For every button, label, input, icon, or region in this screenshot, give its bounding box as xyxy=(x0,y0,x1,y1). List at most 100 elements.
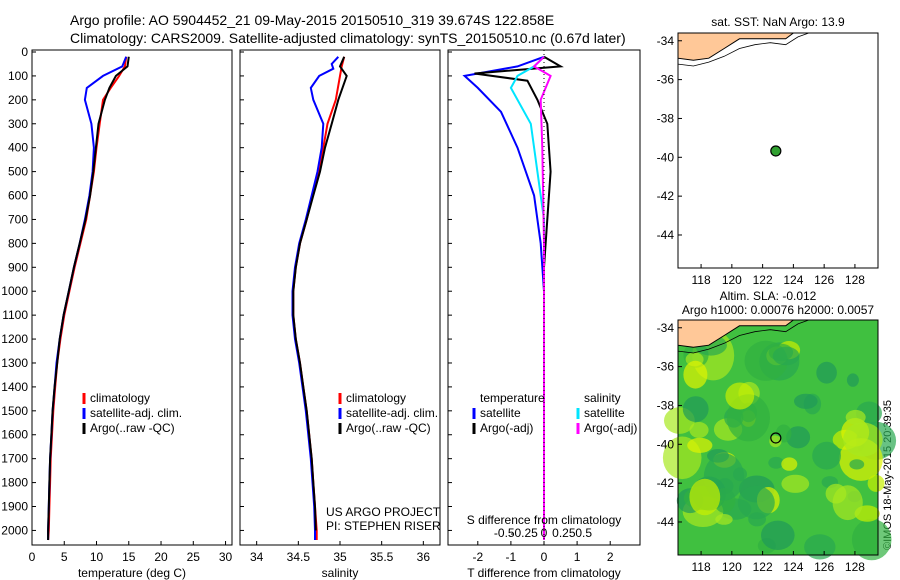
panel-2-xtick-label: 35.5 xyxy=(370,550,394,564)
panel-1-ytick-label: 700 xyxy=(8,212,28,226)
panel-1-ytick-label: 1700 xyxy=(1,452,28,466)
map-2-ytick-label: -38 xyxy=(657,398,675,412)
map-2-xtick-label: 120 xyxy=(722,560,742,574)
panel-2-legend-label: satellite-adj. clim. xyxy=(346,406,438,420)
map-2-sla-blob xyxy=(845,409,866,425)
panel-3-legend-header: temperature xyxy=(480,391,545,405)
map-2-ytick-label: -40 xyxy=(657,437,675,451)
panel-3-secondary-xtick-label: -0.5 xyxy=(494,526,515,540)
panel-2-annotation: PI: STEPHEN RISER xyxy=(326,519,441,533)
panel-1-ytick-label: 1800 xyxy=(1,476,28,490)
map-2-land xyxy=(677,319,795,348)
map-2-sla-blob xyxy=(748,512,766,527)
map-2-sla-blob xyxy=(761,520,795,550)
panel-1-xtick-label: 20 xyxy=(154,550,168,564)
panel-3-xtick-label: -1 xyxy=(506,550,517,564)
map-1-ytick-label: -38 xyxy=(657,111,675,125)
panel-2-series-line xyxy=(292,56,348,531)
map-2-shelf-contour xyxy=(677,319,809,354)
panel-1-ytick-label: 900 xyxy=(8,260,28,274)
panel-1-ytick-label: 1200 xyxy=(1,332,28,346)
map-2-sla-blob xyxy=(725,382,755,410)
map-1-xtick-label: 118 xyxy=(692,273,711,287)
map-2-argo-marker xyxy=(770,432,782,444)
panel-3-series-line xyxy=(509,56,545,540)
panel-3-xtick-label: -2 xyxy=(472,550,483,564)
panel-1-ytick-label: 1100 xyxy=(2,308,28,322)
map-2-sla-blob xyxy=(781,474,810,493)
panel-1-xtick-label: 15 xyxy=(122,550,136,564)
panel-1-xtick-label: 25 xyxy=(187,550,201,564)
panel-3-legend-label: Argo(-adj) xyxy=(584,421,637,435)
panel-2-series-line xyxy=(292,56,346,540)
panel-3-legend-label: Argo(-adj) xyxy=(480,421,533,435)
panel-3-legend-label: satellite xyxy=(584,406,625,420)
panel-3-xtick-label: 1 xyxy=(574,550,581,564)
panel-2-series-line xyxy=(291,56,340,540)
panel-1-ytick-label: 1000 xyxy=(1,284,28,298)
panel-1-ytick-label: 1400 xyxy=(1,380,28,394)
map-2-title: Altim. SLA: -0.012 xyxy=(720,289,817,303)
panel-1-ytick-label: 1500 xyxy=(1,404,28,418)
map-2-ytick-label: -42 xyxy=(657,476,675,490)
map-2-ytick-label: -34 xyxy=(657,321,675,335)
map-1-title: sat. SST: NaN Argo: 13.9 xyxy=(711,15,845,29)
panel-3-secondary-xlabel: S difference from climatology xyxy=(467,513,622,527)
map-2-frame xyxy=(677,319,879,556)
panel-1-legend-label: Argo(..raw -QC) xyxy=(90,421,175,435)
map-2-xtick-label: 126 xyxy=(814,560,834,574)
map-1-xtick-label: 124 xyxy=(783,273,803,287)
panel-2-xlabel: salinity xyxy=(322,566,359,580)
panel-1-frame xyxy=(31,49,233,546)
panel-3-series-line xyxy=(532,56,552,540)
panel-1-ytick-label: 1300 xyxy=(1,356,28,370)
map-2-sla-blob xyxy=(733,467,747,482)
map-1-frame xyxy=(677,32,879,269)
map-2-xtick-label: 122 xyxy=(753,560,773,574)
header-line-1: Argo profile: AO 5904452_21 09-May-2015 … xyxy=(70,12,555,28)
map-2-xtick-label: 124 xyxy=(783,560,803,574)
panel-1-ytick-label: 300 xyxy=(8,117,28,131)
panel-3-legend-label: satellite xyxy=(480,406,521,420)
panel-3-xtick-label: 0 xyxy=(541,550,548,564)
panel-3-xtick-label: 2 xyxy=(607,550,614,564)
map-2-sla-blob xyxy=(768,456,784,469)
map-2-sla-blob xyxy=(689,422,709,438)
panel-3-secondary-xtick-label: 0.25 xyxy=(552,526,576,540)
map-1-xtick-label: 120 xyxy=(722,273,742,287)
panel-1-legend-label: climatology xyxy=(90,391,150,405)
map-2-ytick-label: -44 xyxy=(657,515,675,529)
map-2-sla-blob xyxy=(851,518,892,561)
map-2-sla-blob xyxy=(683,360,708,389)
panel-1-xtick-label: 0 xyxy=(29,550,36,564)
map-1-ytick-label: -42 xyxy=(657,189,675,203)
map-2-sla-blob xyxy=(867,474,885,492)
map-2-subtitle: Argo h1000: 0.00076 h2000: 0.0057 xyxy=(682,303,874,317)
map-2-sla-blob xyxy=(812,441,841,470)
map-1-shelf-contour xyxy=(677,32,809,67)
panel-3-secondary-xtick-label: -0.25 xyxy=(510,526,538,540)
map-2-sla-blob xyxy=(816,361,837,384)
panel-1-ytick-label: 0 xyxy=(21,45,28,59)
panel-2-xtick-label: 36 xyxy=(417,550,431,564)
map-2-sla-blob xyxy=(687,437,713,453)
map-2-sla-blob xyxy=(832,485,863,521)
panel-1-xtick-label: 30 xyxy=(219,550,233,564)
map-1-ytick-label: -34 xyxy=(657,34,675,48)
map-2-sla-blob xyxy=(769,435,782,448)
map-2-sla-blob xyxy=(843,422,883,457)
panel-1-series-line xyxy=(47,56,130,540)
map-2-sla-blob xyxy=(682,396,709,422)
map-1-argo-marker xyxy=(770,145,782,157)
map-2-sla-blob xyxy=(804,534,836,560)
panel-1-xtick-label: 10 xyxy=(90,550,104,564)
map-1-xtick-label: 126 xyxy=(814,273,834,287)
panel-1-ytick-label: 1900 xyxy=(1,500,28,514)
map-1-land xyxy=(677,32,795,61)
panel-2-xtick-label: 34.5 xyxy=(287,550,311,564)
panel-1-ytick-label: 200 xyxy=(8,93,28,107)
map-1-ytick-label: -40 xyxy=(657,150,675,164)
map-2-sla-blob xyxy=(849,459,865,470)
header-line-2: Climatology: CARS2009. Satellite-adjuste… xyxy=(70,30,626,46)
